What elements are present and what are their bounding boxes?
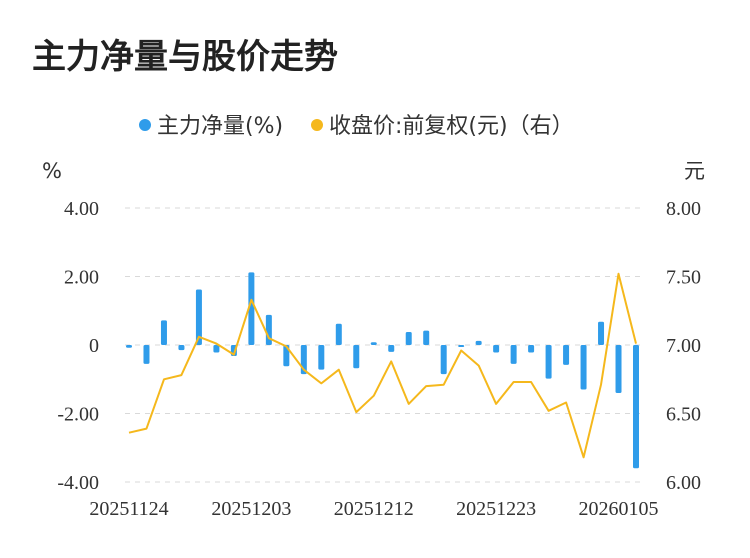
main-net-bar [178, 345, 185, 351]
main-net-bar [126, 345, 132, 348]
right-tick-label: 7.00 [666, 335, 701, 357]
left-tick-label: -4.00 [57, 472, 99, 494]
main-net-bar [615, 345, 622, 393]
main-net-bar [265, 314, 272, 345]
right-axis-unit: 元 [684, 159, 705, 183]
main-net-bar [370, 342, 377, 345]
left-tick-label: 2.00 [64, 267, 99, 289]
x-tick-label: 20251212 [334, 498, 414, 520]
main-net-bar [335, 323, 342, 345]
main-net-bar [248, 272, 255, 345]
main-net-bar [143, 345, 150, 364]
main-net-bar [195, 289, 202, 345]
right-tick-label: 8.00 [666, 198, 701, 220]
legend-marker-main-net [139, 119, 151, 131]
close-price-line [128, 272, 637, 459]
main-net-bar [510, 345, 517, 364]
left-axis-ticks: 4.00 2.00 0 -2.00 -4.00 [57, 198, 99, 494]
legend: 主力净量(%) 收盘价:前复权(元)（右） [139, 114, 574, 139]
main-net-bar [353, 345, 360, 369]
chart-title: 主力净量与股价走势 [32, 37, 338, 77]
main-net-bar [458, 345, 465, 347]
legend-label-main-net: 主力净量(%) [157, 114, 283, 139]
gridlines [125, 207, 642, 483]
main-net-bar [475, 340, 482, 345]
left-tick-label: -2.00 [57, 404, 99, 426]
main-net-bar [633, 345, 639, 469]
main-net-bar [405, 331, 412, 345]
main-net-bar [493, 345, 500, 353]
main-net-bar [318, 345, 325, 370]
main-net-bar [423, 330, 430, 345]
main-net-bar [598, 321, 605, 345]
main-net-bar [545, 345, 552, 379]
close-price-line-layer [128, 272, 637, 459]
main-net-bar [283, 345, 290, 367]
x-tick-label: 20251223 [456, 498, 536, 520]
main-net-bar [388, 345, 395, 352]
right-tick-label: 6.50 [666, 404, 701, 426]
main-net-bars [126, 272, 639, 469]
x-tick-label: 20260105 [579, 498, 659, 520]
legend-label-close-price: 收盘价:前复权(元)（右） [329, 114, 574, 139]
main-net-bar [440, 345, 447, 375]
right-tick-label: 6.00 [666, 472, 701, 494]
legend-marker-close-price [311, 119, 323, 131]
main-net-bar [528, 345, 535, 353]
main-net-bar [213, 345, 220, 353]
main-net-bar [160, 320, 167, 345]
left-axis-unit: % [42, 159, 62, 183]
left-tick-label: 0 [89, 335, 99, 357]
right-axis-ticks: 8.00 7.50 7.00 6.50 6.00 [666, 198, 701, 494]
x-axis-ticks: 20251124 20251203 20251212 20251223 20260105 [89, 498, 658, 520]
x-tick-label: 20251203 [211, 498, 291, 520]
right-tick-label: 7.50 [666, 267, 701, 289]
x-tick-label: 20251124 [89, 498, 168, 520]
main-net-bar [580, 345, 587, 390]
main-net-bar [563, 345, 570, 365]
left-tick-label: 4.00 [64, 198, 99, 220]
